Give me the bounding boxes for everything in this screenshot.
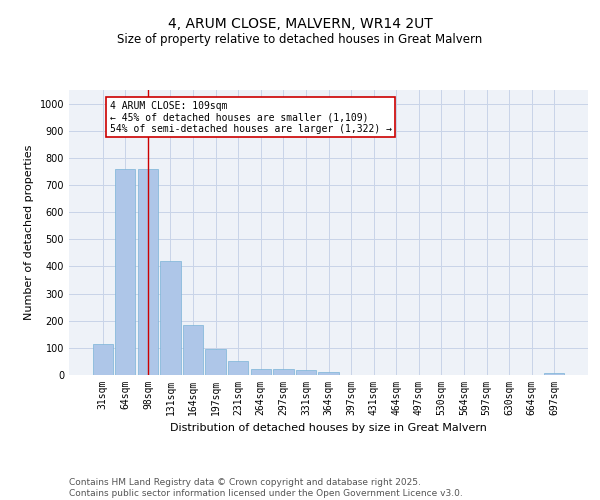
Text: Size of property relative to detached houses in Great Malvern: Size of property relative to detached ho… bbox=[118, 32, 482, 46]
Text: 4 ARUM CLOSE: 109sqm
← 45% of detached houses are smaller (1,109)
54% of semi-de: 4 ARUM CLOSE: 109sqm ← 45% of detached h… bbox=[110, 101, 392, 134]
Bar bbox=[228, 362, 248, 375]
Bar bbox=[544, 373, 565, 375]
Bar bbox=[183, 325, 203, 375]
X-axis label: Distribution of detached houses by size in Great Malvern: Distribution of detached houses by size … bbox=[170, 424, 487, 434]
Y-axis label: Number of detached properties: Number of detached properties bbox=[24, 145, 34, 320]
Text: Contains HM Land Registry data © Crown copyright and database right 2025.
Contai: Contains HM Land Registry data © Crown c… bbox=[69, 478, 463, 498]
Bar bbox=[160, 261, 181, 375]
Bar bbox=[205, 349, 226, 375]
Text: 4, ARUM CLOSE, MALVERN, WR14 2UT: 4, ARUM CLOSE, MALVERN, WR14 2UT bbox=[167, 18, 433, 32]
Bar bbox=[296, 370, 316, 375]
Bar bbox=[115, 168, 136, 375]
Bar bbox=[92, 344, 113, 375]
Bar bbox=[138, 168, 158, 375]
Bar bbox=[273, 369, 293, 375]
Bar bbox=[251, 369, 271, 375]
Bar bbox=[319, 372, 338, 375]
